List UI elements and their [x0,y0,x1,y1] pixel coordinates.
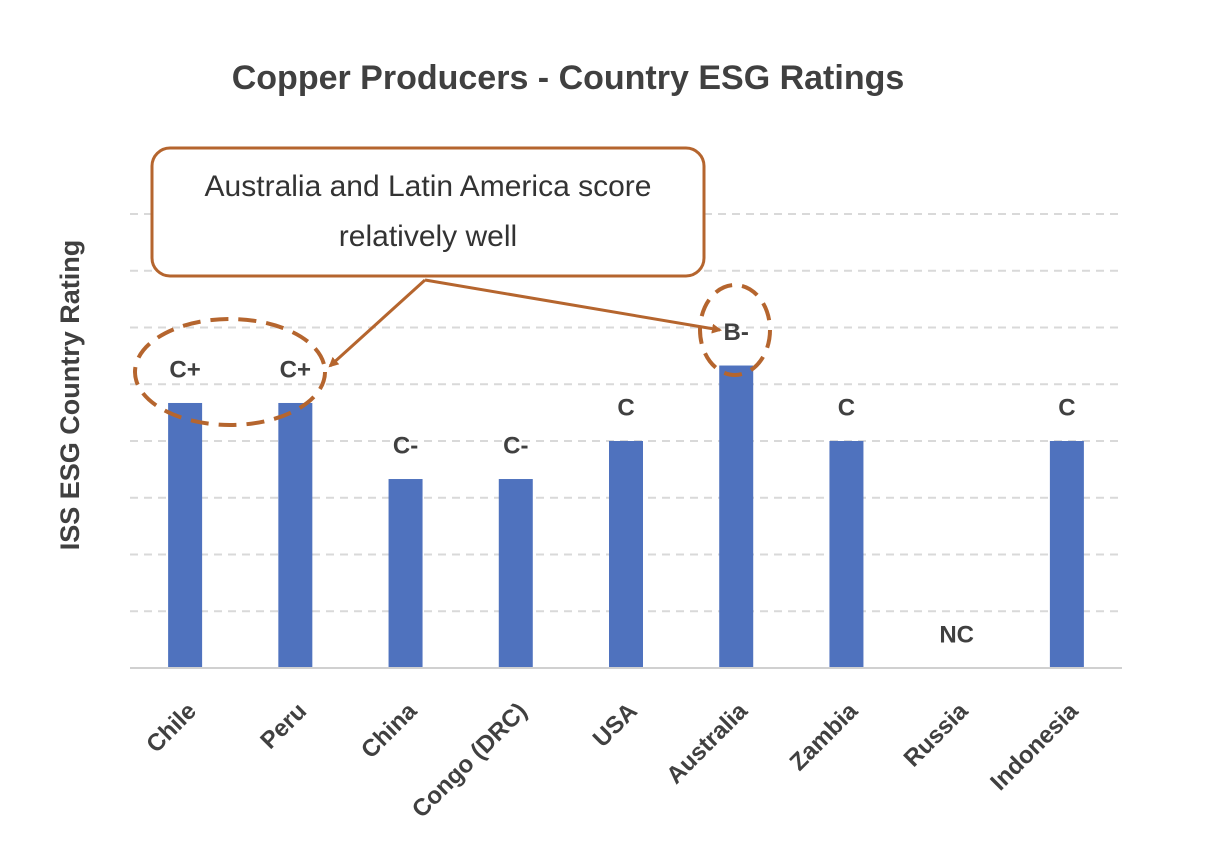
bar [278,402,313,668]
value-label: C [1058,394,1075,421]
value-label: C [838,394,855,421]
y-axis-title: ISS ESG Country Rating [55,240,85,551]
highlight-ellipse [133,317,327,427]
bar [829,441,864,668]
x-tick-label: China [356,697,423,764]
x-tick-label: Russia [899,697,974,772]
x-tick-label: USA [588,698,643,753]
bar [609,441,643,668]
value-label: C+ [280,356,311,383]
callout-arrow [328,278,427,368]
bar [719,365,754,668]
bar [388,479,423,668]
bar [168,402,203,668]
x-tick-label: Peru [255,698,312,755]
chart-title: Copper Producers - Country ESG Ratings [232,59,905,97]
bar [498,479,533,668]
value-label: C- [393,432,418,459]
value-label: C+ [169,356,200,383]
callout-arrow [424,278,722,334]
x-tick-label: Chile [141,698,202,759]
value-label: NC [939,621,974,648]
callout-text: Australia and Latin America score relati… [204,170,652,253]
callout-box [150,146,706,278]
x-tick-label: Congo (DRC) [407,698,533,824]
value-label: B- [724,319,749,346]
x-tick-label: Australia [661,697,753,789]
x-tick-label: Indonesia [985,697,1084,796]
plot-area: Chile C+ Peru C+ China C- Congo (DRC) C- USA C Aus… [130,213,1122,824]
value-label: C [617,394,634,421]
callout: Australia and Latin America score relati… [204,170,652,253]
highlight-ellipse [698,283,772,377]
bar [1049,441,1084,668]
value-label: C- [503,432,528,459]
x-tick-label: Zambia [785,697,864,776]
